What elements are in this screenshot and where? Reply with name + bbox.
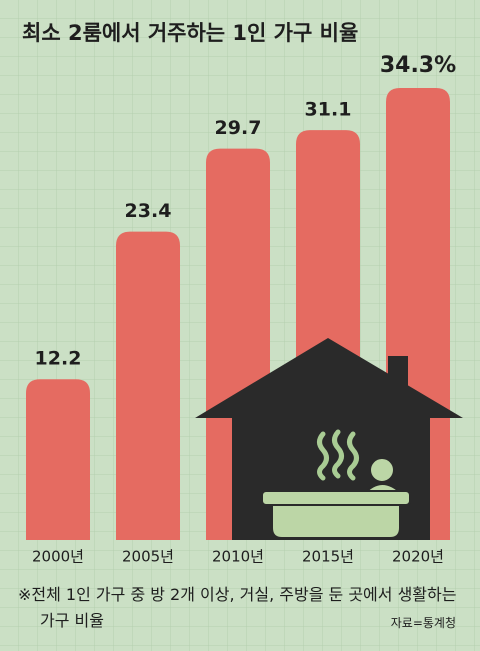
- bars: [26, 88, 450, 540]
- chart-title: 최소 2룸에서 거주하는 1인 가구 비율: [22, 21, 358, 45]
- x-tick-label: 2015년: [302, 548, 354, 566]
- value-label: 12.2: [35, 348, 82, 370]
- footnote: ※전체 1인 가구 중 방 2개 이상, 거실, 주방을 둔 곳에서 생활하는 …: [18, 585, 457, 630]
- labels: 12.2 2000년 23.4 2005년 29.7 2010년 31.1 2015년 34.3…: [32, 53, 456, 566]
- source: 자료=통계청: [390, 616, 456, 630]
- value-label: 34.3%: [380, 53, 456, 78]
- value-label: 31.1: [305, 99, 352, 121]
- x-tick-label: 2020년: [392, 548, 444, 566]
- bar: [116, 231, 180, 540]
- x-tick-label: 2000년: [32, 548, 84, 566]
- house-illustration: [195, 338, 463, 540]
- value-label: 23.4: [125, 200, 172, 222]
- x-tick-label: 2010년: [212, 548, 264, 566]
- x-tick-label: 2005년: [122, 548, 174, 566]
- value-label: 29.7: [215, 117, 262, 139]
- bar: [26, 379, 90, 540]
